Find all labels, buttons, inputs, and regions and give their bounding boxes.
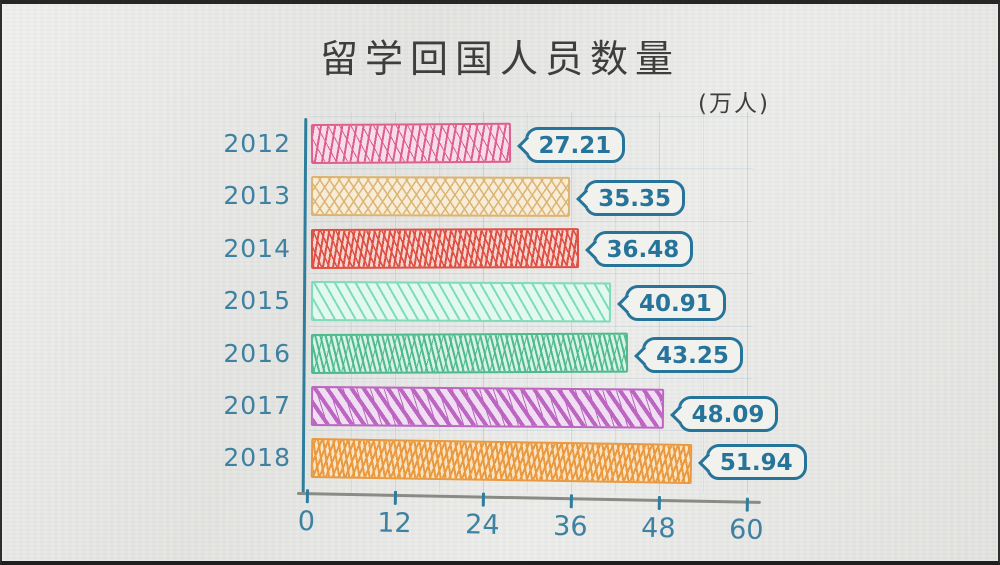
- year-label: 2012: [223, 129, 291, 158]
- tick-mark: [569, 494, 574, 509]
- tick-label: 0: [297, 506, 316, 538]
- gridline-horizontal: [309, 116, 753, 117]
- bar-2015: [310, 281, 612, 323]
- tick-label: 36: [552, 510, 588, 543]
- unit-label: (万人): [698, 91, 770, 117]
- tick-mark: [481, 492, 486, 507]
- plot-area: 2012 27.21 2013 35.35 2014 36.48 2015 40.91 2016…: [223, 112, 807, 546]
- gridline-vertical: [747, 112, 748, 493]
- gridline-horizontal: [309, 273, 753, 275]
- bar-row-2012: 2012 27.21: [223, 122, 747, 168]
- value-text: 27.21: [538, 133, 612, 159]
- value-text: 43.25: [656, 342, 729, 369]
- gridline-horizontal: [309, 378, 753, 379]
- bar-2018: [310, 438, 693, 485]
- value-label: 35.35: [584, 180, 685, 217]
- bar-row-2013: 2013 35.35: [223, 176, 747, 220]
- x-axis-line: [296, 492, 761, 504]
- value-text: 36.48: [606, 236, 680, 263]
- tick-mark: [393, 490, 398, 505]
- bar-2013: [310, 176, 571, 218]
- value-text: 35.35: [598, 186, 671, 213]
- year-label: 2017: [223, 391, 291, 420]
- bar-row-2018: 2018 51.94: [223, 438, 807, 485]
- bar-row-2017: 2017 48.09: [223, 386, 779, 432]
- value-label: 48.09: [677, 396, 779, 432]
- bar-2014: [310, 227, 579, 269]
- tick-mark: [305, 489, 310, 504]
- tick-mark: [657, 495, 661, 510]
- year-label: 2018: [223, 443, 291, 473]
- bar-row-2016: 2016 43.25: [223, 332, 747, 378]
- tick-mark: [745, 497, 749, 512]
- chart-title: 留学回国人员数量: [319, 37, 680, 81]
- bar-row-2015: 2015 40.91: [223, 281, 747, 325]
- value-text: 40.91: [639, 291, 712, 318]
- value-label: 43.25: [642, 336, 743, 373]
- gridline-horizontal: [309, 168, 753, 170]
- x-axis: 0 12 24 36 48 60: [296, 489, 764, 561]
- value-label: 27.21: [524, 127, 626, 163]
- bar-2017: [310, 386, 664, 429]
- tick-label: 48: [640, 512, 676, 545]
- value-label: 36.48: [592, 230, 694, 267]
- year-label: 2014: [223, 233, 291, 263]
- value-text: 48.09: [691, 402, 765, 428]
- tick-label: 60: [728, 514, 764, 546]
- gridline-horizontal: [309, 220, 753, 222]
- bar-2016: [310, 332, 629, 374]
- value-label: 51.94: [705, 444, 807, 481]
- year-label: 2016: [223, 338, 291, 368]
- gridline-horizontal: [309, 325, 753, 327]
- bar-row-2014: 2014 36.48: [223, 227, 747, 273]
- tick-label: 24: [464, 509, 500, 541]
- value-label: 40.91: [625, 285, 726, 322]
- year-label: 2013: [223, 181, 291, 211]
- bar-2012: [310, 122, 511, 164]
- year-label: 2015: [223, 286, 291, 316]
- value-text: 51.94: [719, 450, 793, 477]
- tick-label: 12: [376, 507, 412, 540]
